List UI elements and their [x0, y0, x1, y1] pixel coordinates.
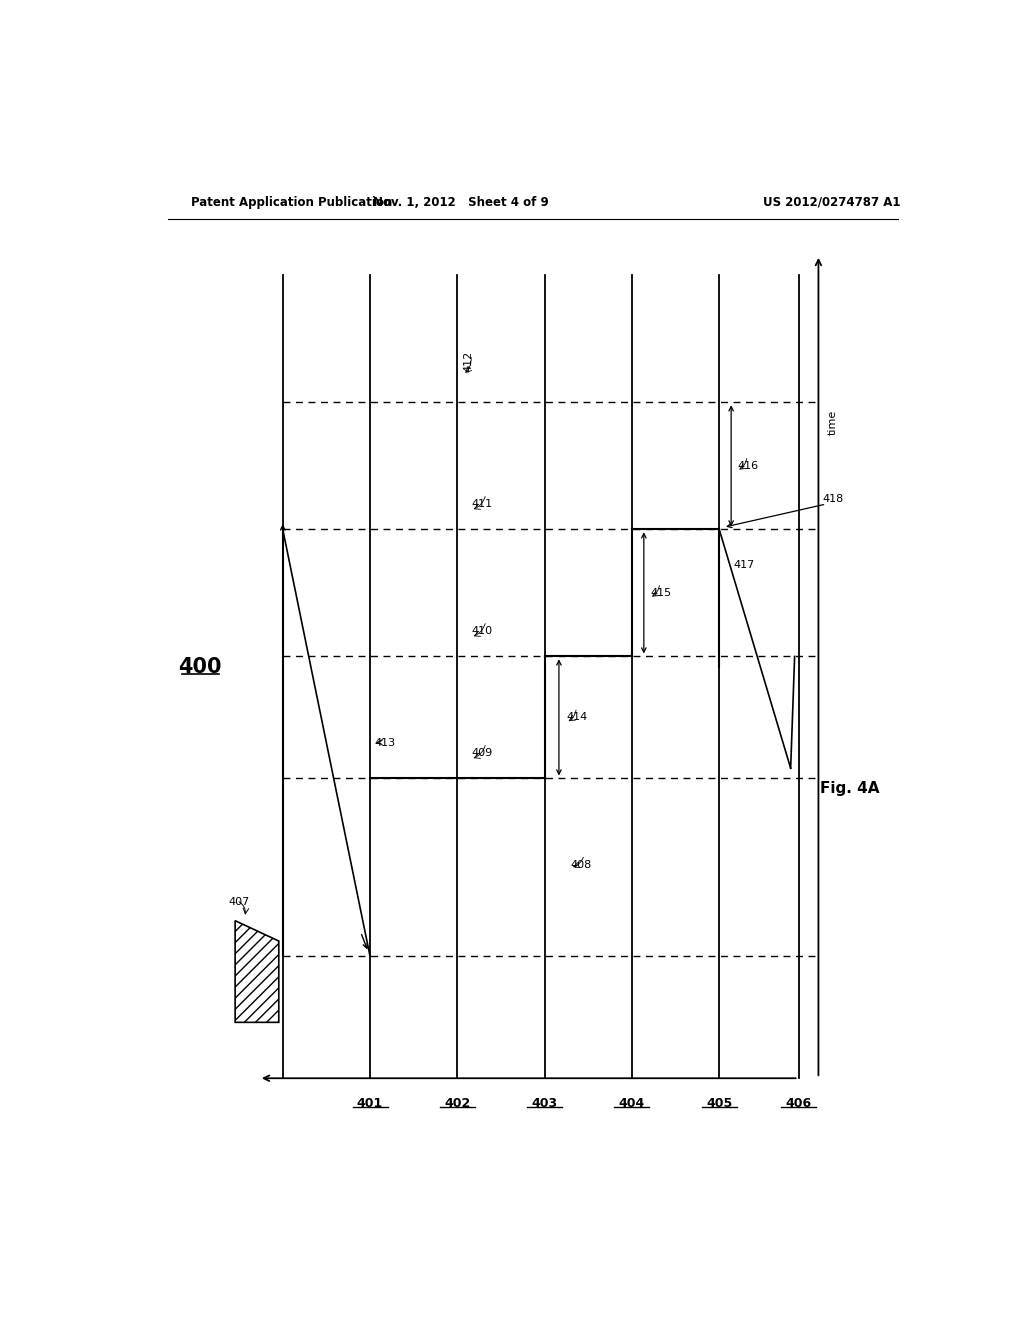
Text: 413: 413 [374, 738, 395, 748]
Polygon shape [236, 921, 279, 1022]
Text: 406: 406 [785, 1097, 812, 1110]
Text: 400: 400 [178, 656, 221, 677]
Text: 416: 416 [737, 461, 759, 471]
Text: 412: 412 [464, 351, 474, 372]
Text: 405: 405 [707, 1097, 732, 1110]
Text: 401: 401 [357, 1097, 383, 1110]
Text: 414: 414 [567, 713, 588, 722]
Text: 411: 411 [472, 499, 493, 510]
Text: 410: 410 [472, 626, 493, 636]
Text: 418: 418 [822, 494, 844, 504]
Text: time: time [828, 411, 838, 436]
Text: Fig. 4A: Fig. 4A [820, 781, 880, 796]
Text: Patent Application Publication: Patent Application Publication [191, 195, 393, 209]
Text: 407: 407 [228, 898, 250, 907]
Text: Nov. 1, 2012   Sheet 4 of 9: Nov. 1, 2012 Sheet 4 of 9 [374, 195, 549, 209]
Text: US 2012/0274787 A1: US 2012/0274787 A1 [763, 195, 900, 209]
Text: 417: 417 [733, 560, 755, 570]
Text: 415: 415 [650, 587, 672, 598]
Text: 409: 409 [472, 748, 493, 758]
Text: 408: 408 [570, 859, 592, 870]
Text: 403: 403 [531, 1097, 558, 1110]
Text: 402: 402 [444, 1097, 470, 1110]
Text: 404: 404 [618, 1097, 645, 1110]
